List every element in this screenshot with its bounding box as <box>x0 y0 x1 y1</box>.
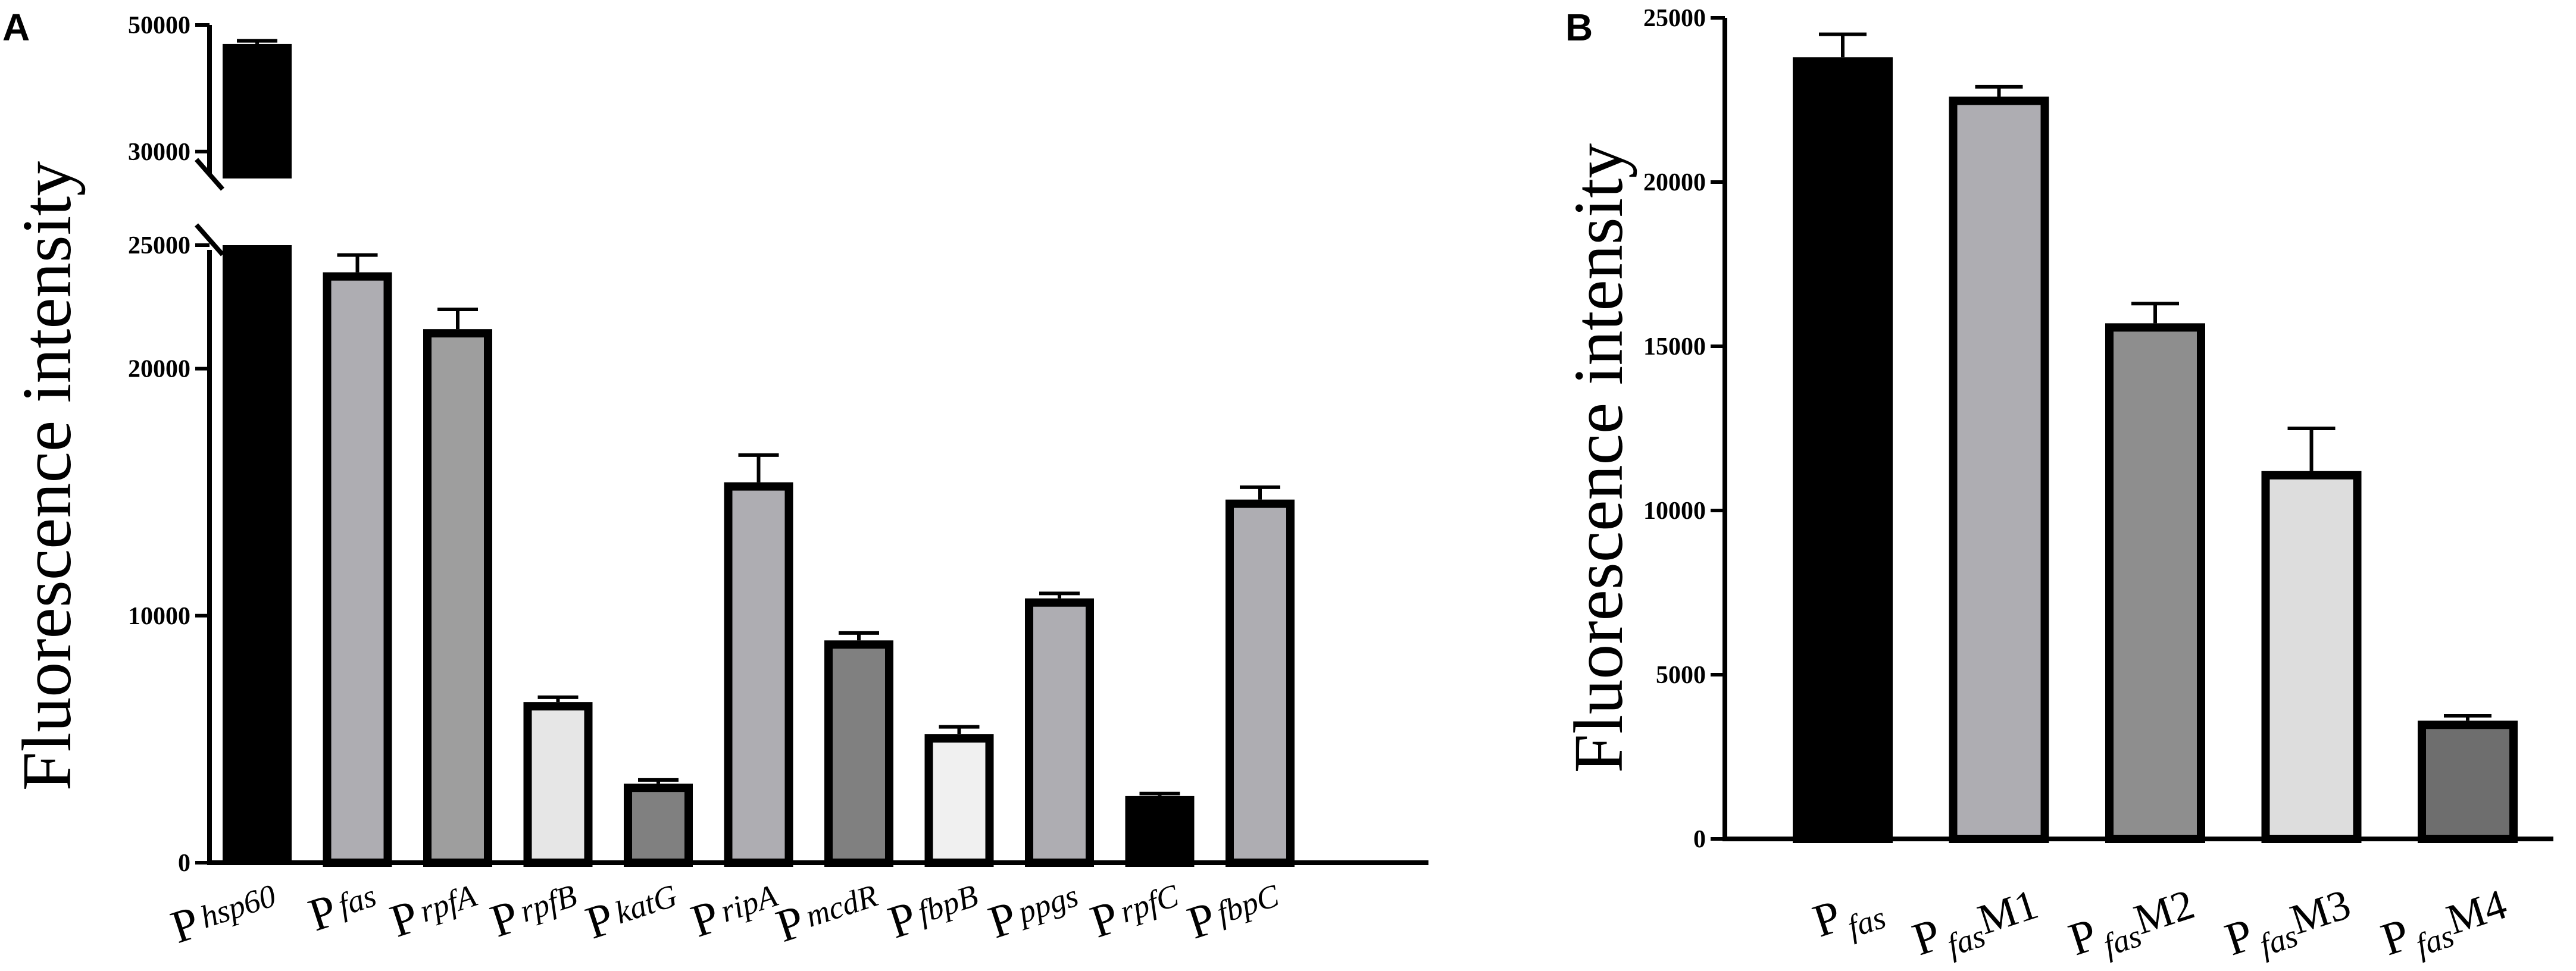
bar-a <box>924 734 994 867</box>
x-label-subscript: fbpC <box>1212 878 1283 931</box>
bar-b <box>2105 323 2205 843</box>
y-tick-label-a: 25000 <box>128 232 190 259</box>
x-tick-label-a: PmcdR <box>770 870 885 952</box>
y-tick-label-a: 20000 <box>128 356 190 383</box>
x-tick-label-a: Phsp60 <box>165 870 283 953</box>
bar-a <box>824 640 893 867</box>
x-label-prefix: P <box>1807 889 1847 947</box>
x-tick-label-a: PfbpB <box>882 870 985 948</box>
bar-a <box>223 245 292 863</box>
x-tick-label-a: Pppgs <box>982 870 1085 948</box>
x-label-prefix: P <box>2375 908 2415 965</box>
bar-a <box>1025 598 1094 867</box>
x-label-prefix: P <box>2062 908 2103 965</box>
y-tick-label-a: 10000 <box>128 603 190 630</box>
y-tick-label-b: 20000 <box>1643 169 1706 196</box>
x-tick-label-a: PripA <box>685 870 785 947</box>
y-tick-label-b: 15000 <box>1643 333 1706 361</box>
bar-a <box>423 329 492 867</box>
y-axis-label-a: Fluorescence intensity <box>8 161 86 791</box>
x-label-subscript: katG <box>611 878 681 931</box>
bar-a <box>1125 795 1195 867</box>
bar-a <box>223 43 292 178</box>
panel-label-b: B <box>1565 6 1593 49</box>
x-tick-label-a: PrpfB <box>484 870 584 947</box>
bar-a <box>523 702 593 867</box>
x-label-subscript: rpfA <box>415 878 482 929</box>
y-tick-label-a: 30000 <box>128 139 190 166</box>
x-label-subscript: fbpB <box>914 878 983 931</box>
x-label-subscript: rpfB <box>515 878 581 929</box>
bar-a <box>1226 499 1295 867</box>
x-tick-label-b: PfasM3 <box>2219 876 2359 971</box>
y-tick-label-b: 10000 <box>1643 497 1706 525</box>
y-tick-label-b: 0 <box>1693 826 1706 853</box>
x-tick-label-a: PrpfC <box>1084 870 1186 948</box>
x-tick-label-b: PfasM4 <box>2375 876 2515 971</box>
x-label-subscript: hsp60 <box>196 878 280 935</box>
bar-a <box>624 784 693 867</box>
x-label-subscript: ppgs <box>1011 878 1082 931</box>
bar-b <box>2418 721 2518 844</box>
x-tick-label-b: PfasM1 <box>1906 876 2046 971</box>
bar-b <box>1793 57 1893 844</box>
x-tick-label-a: PrpfA <box>384 870 484 947</box>
x-tick-label-a: PkatG <box>580 870 684 948</box>
axis-break-mark <box>194 158 225 191</box>
x-tick-label-b: PfasM2 <box>2062 876 2202 971</box>
bar-a <box>323 272 392 867</box>
y-tick-label-a: 50000 <box>128 12 190 39</box>
y-tick-label-b: 5000 <box>1656 662 1706 689</box>
x-label-prefix: P <box>1906 908 1947 965</box>
x-label-prefix: P <box>2219 908 2259 965</box>
bar-b <box>1949 96 2049 844</box>
x-label-subscript: fas <box>1843 899 1890 945</box>
panel-label-a: A <box>2 6 30 49</box>
y-tick-label-b: 25000 <box>1643 5 1706 32</box>
bar-b <box>2261 471 2362 843</box>
x-label-subscript: mcdR <box>801 878 881 934</box>
y-axis-label-b: Fluorescence intensity <box>1559 143 1637 773</box>
x-tick-label-a: PfbpC <box>1181 870 1287 948</box>
axis-break-mark <box>194 223 225 256</box>
x-label-subscript: rpfC <box>1115 878 1183 930</box>
x-tick-label-a: Pfas <box>302 870 383 941</box>
bar-a <box>724 482 793 867</box>
x-tick-label-b: Pfas <box>1807 876 1890 954</box>
y-tick-label-a: 0 <box>178 850 190 877</box>
x-label-subscript: fas <box>334 878 380 923</box>
